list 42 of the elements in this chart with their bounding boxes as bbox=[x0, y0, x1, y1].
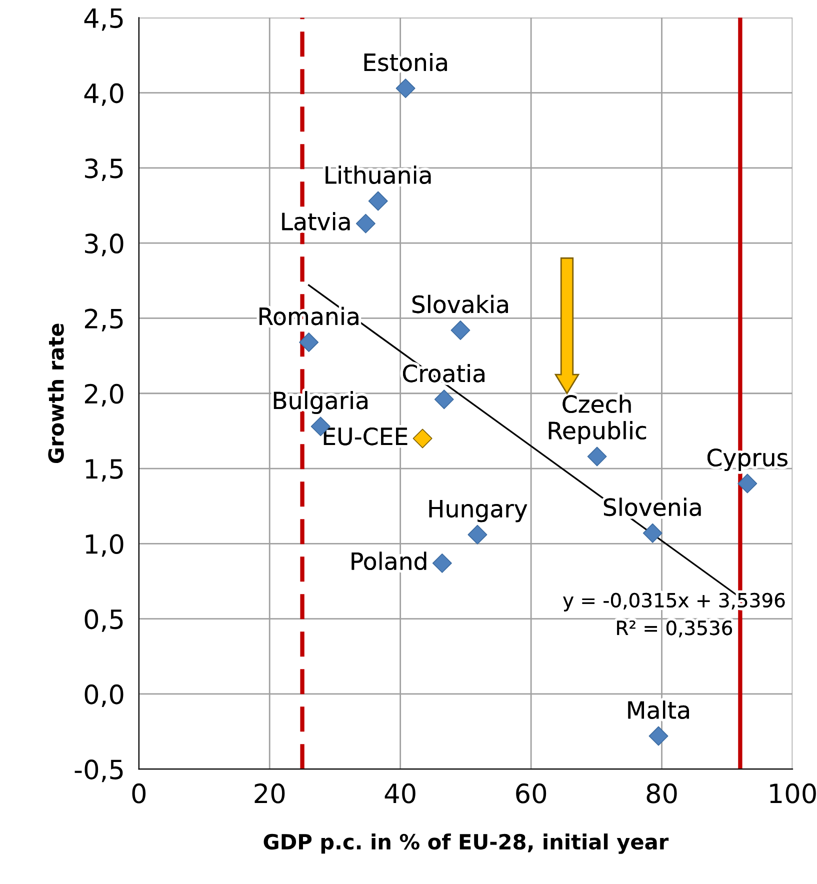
point bbox=[468, 524, 488, 544]
point bbox=[356, 214, 376, 234]
y-tick-label: 2,5 bbox=[84, 308, 123, 332]
annotation: Poland bbox=[352, 552, 426, 570]
annotation: Estonia bbox=[364, 52, 447, 72]
point bbox=[587, 446, 607, 466]
point bbox=[299, 332, 319, 352]
y-tick-label: 0,0 bbox=[84, 684, 124, 708]
annotation: Lithuania bbox=[326, 166, 431, 184]
point bbox=[738, 474, 758, 494]
y-tick-label: 3,5 bbox=[85, 158, 123, 182]
y-tick-label: 3,0 bbox=[85, 234, 124, 256]
annotation: Malta bbox=[628, 700, 689, 719]
point bbox=[396, 78, 416, 98]
annotation: EU-CEE bbox=[324, 427, 408, 446]
point bbox=[432, 553, 452, 573]
annotation: Czech Republic bbox=[548, 394, 646, 444]
x-tick-label: 40 bbox=[384, 783, 416, 804]
y-tick-label: 2,0 bbox=[84, 384, 124, 406]
x-tick-label: 80 bbox=[646, 783, 677, 804]
point bbox=[368, 191, 388, 211]
x-tick-label: 100 bbox=[770, 783, 816, 804]
annotation: Hungary bbox=[429, 500, 528, 522]
point bbox=[434, 390, 454, 410]
annotation: Slovakia bbox=[412, 294, 508, 314]
y-tick-label: 4,5 bbox=[84, 8, 123, 31]
annotation: Bulgaria bbox=[274, 391, 368, 414]
point bbox=[642, 523, 662, 543]
x-tick-label: 60 bbox=[516, 783, 546, 804]
x-axis-title: GDP p.c. in % of EU-28, initial year bbox=[264, 834, 669, 854]
y-tick-label: 4,0 bbox=[84, 83, 124, 106]
x-tick-label: 0 bbox=[132, 783, 146, 804]
annotation: Latvia bbox=[282, 212, 350, 230]
y-tick-label: 1,0 bbox=[86, 534, 124, 557]
y-tick-label: 0,5 bbox=[84, 609, 123, 632]
x-tick-label: 20 bbox=[254, 783, 285, 804]
y-axis-title: Growth rate bbox=[48, 324, 64, 464]
y-tick-label: -0,5 bbox=[74, 760, 123, 782]
point bbox=[412, 428, 432, 448]
point bbox=[450, 320, 470, 340]
y-tick-label: 1,5 bbox=[86, 459, 123, 482]
point bbox=[648, 726, 668, 746]
